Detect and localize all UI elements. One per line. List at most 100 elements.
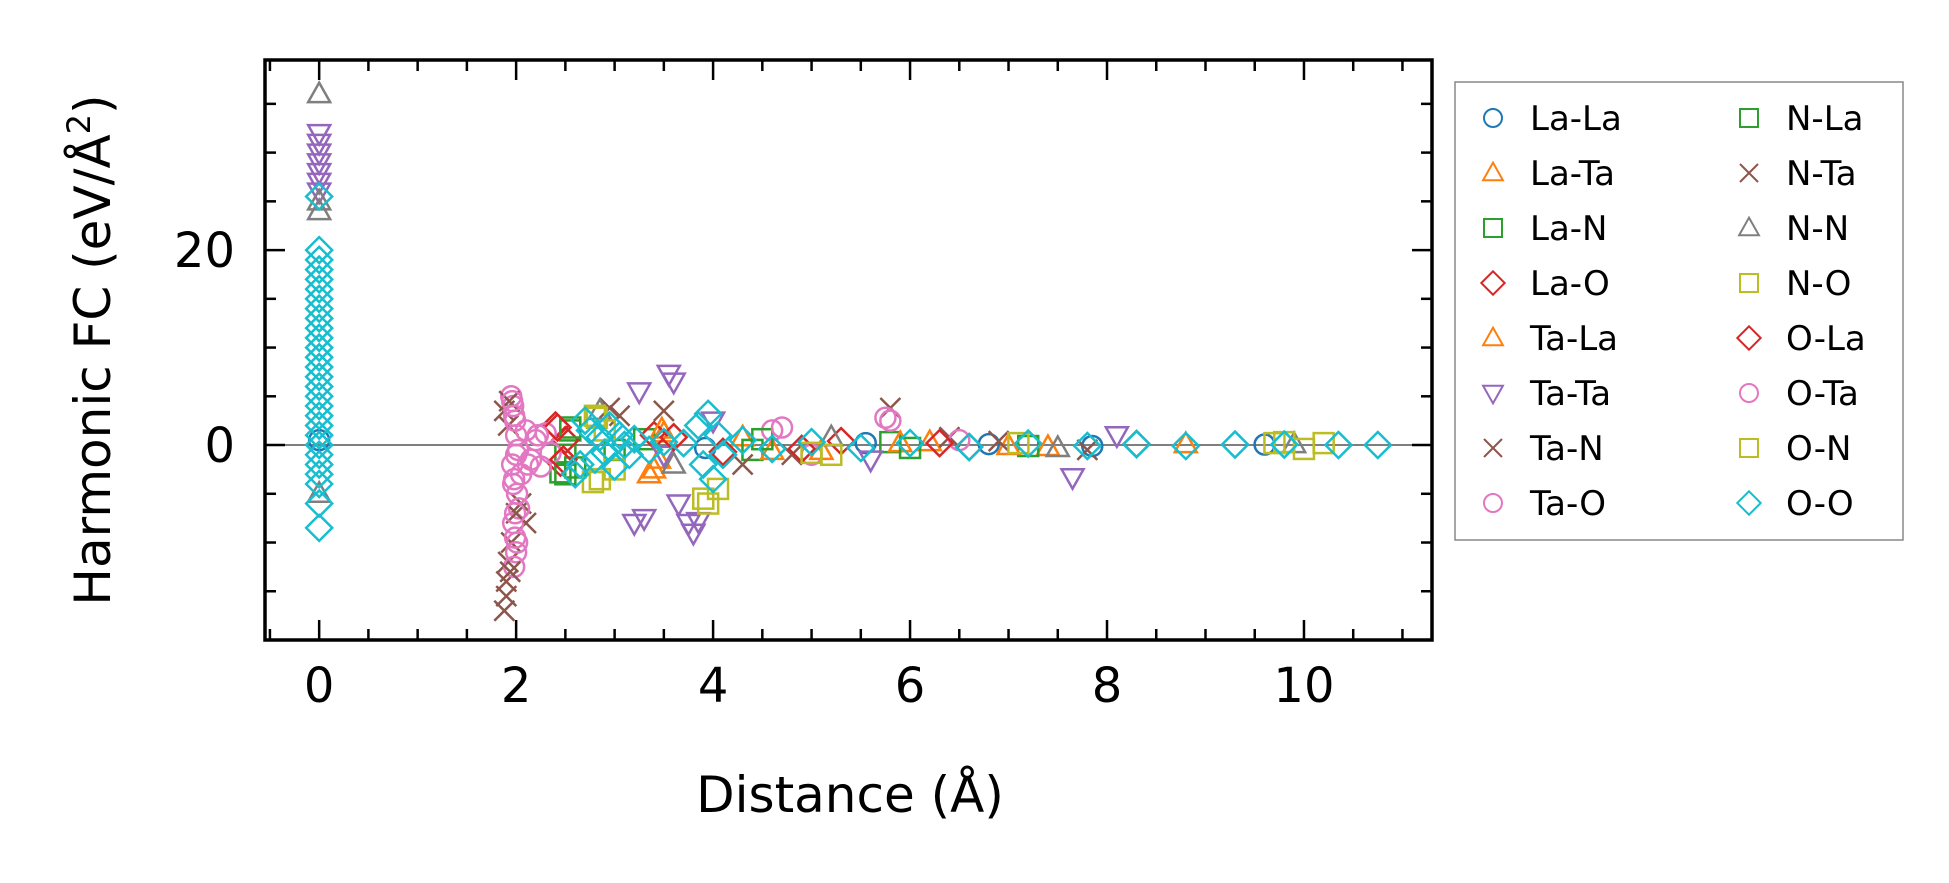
data-point bbox=[304, 293, 334, 324]
data-point bbox=[652, 400, 675, 422]
legend-marker bbox=[1481, 384, 1505, 406]
legend-label: N-Ta bbox=[1786, 154, 1857, 194]
data-point bbox=[304, 449, 334, 480]
x-tick-label: 6 bbox=[895, 658, 926, 714]
legend: La-La La-Ta La-N La-O Ta-La Ta-Ta Ta-N Ta-O N-La… bbox=[1454, 81, 1904, 541]
legend-item: N-N bbox=[1737, 209, 1849, 249]
axis-ticks bbox=[265, 60, 1432, 642]
data-point bbox=[304, 513, 334, 543]
legend-item: O-O bbox=[1735, 484, 1854, 524]
legend-label: N-O bbox=[1786, 264, 1851, 304]
data-point bbox=[304, 235, 334, 265]
data-point bbox=[668, 428, 699, 458]
legend-marker bbox=[1483, 438, 1503, 458]
data-point bbox=[1076, 439, 1099, 461]
series-n-n bbox=[306, 80, 1308, 504]
data-point bbox=[498, 390, 521, 413]
data-point bbox=[1044, 433, 1071, 458]
data-point bbox=[570, 405, 600, 436]
y-tick-label: 20 bbox=[174, 223, 235, 279]
legend-marker bbox=[1739, 273, 1759, 293]
legend-label: O-Ta bbox=[1786, 374, 1859, 414]
data-point bbox=[560, 459, 590, 490]
data-point bbox=[895, 428, 925, 458]
data-point bbox=[693, 399, 723, 429]
data-point bbox=[649, 427, 679, 457]
legend-marker bbox=[1483, 218, 1503, 238]
tick-labels: 0 2 4 6 8 10 0 20 bbox=[174, 223, 1335, 714]
data-point bbox=[507, 497, 531, 520]
legend-item: O-Ta bbox=[1739, 374, 1859, 414]
data-point bbox=[304, 313, 334, 343]
data-point bbox=[502, 404, 526, 428]
legend-item: Ta-O bbox=[1483, 484, 1606, 524]
data-point bbox=[304, 342, 334, 373]
data-point bbox=[698, 464, 728, 494]
data-point bbox=[304, 469, 334, 499]
legend-item: N-La bbox=[1739, 99, 1863, 139]
data-point bbox=[503, 502, 527, 525]
data-point bbox=[1059, 467, 1086, 492]
legend-marker bbox=[1739, 108, 1759, 128]
data-point bbox=[650, 445, 677, 469]
data-point bbox=[1007, 431, 1030, 455]
y-axis-label-close: ) bbox=[64, 94, 122, 114]
legend-marker bbox=[1737, 215, 1761, 237]
legend-label: O-La bbox=[1786, 319, 1866, 359]
data-point bbox=[660, 450, 687, 474]
x-tick-label: 0 bbox=[304, 658, 335, 714]
data-point bbox=[874, 406, 897, 429]
y-tick-label: 0 bbox=[204, 418, 235, 474]
data-point bbox=[987, 430, 1010, 453]
data-point bbox=[691, 487, 715, 510]
legend-marker bbox=[1483, 493, 1503, 513]
data-point bbox=[916, 428, 943, 452]
data-point bbox=[609, 430, 640, 460]
data-point bbox=[1363, 430, 1393, 460]
data-point bbox=[500, 389, 524, 413]
series-n-o bbox=[583, 404, 1335, 515]
legend-label: N-La bbox=[1786, 99, 1863, 139]
data-point bbox=[619, 424, 650, 454]
data-point bbox=[304, 459, 334, 490]
data-point bbox=[1072, 431, 1103, 461]
data-point bbox=[1103, 426, 1131, 450]
data-point bbox=[304, 303, 334, 334]
data-point bbox=[304, 420, 334, 451]
x-tick-label: 4 bbox=[698, 658, 729, 714]
data-point bbox=[304, 401, 334, 431]
data-point bbox=[304, 274, 334, 304]
series-ta-ta bbox=[306, 123, 1131, 547]
data-point bbox=[683, 410, 714, 441]
data-point bbox=[751, 427, 774, 451]
data-point bbox=[580, 444, 610, 475]
data-point bbox=[550, 425, 581, 455]
legend-marker bbox=[1483, 108, 1503, 128]
data-point bbox=[304, 371, 334, 402]
data-point bbox=[304, 264, 334, 295]
legend-marker bbox=[1735, 324, 1763, 352]
data-point bbox=[1263, 431, 1286, 455]
data-point bbox=[304, 332, 334, 363]
data-point bbox=[1171, 431, 1201, 461]
data-point bbox=[504, 541, 528, 564]
legend-marker bbox=[1481, 160, 1505, 182]
data-point bbox=[665, 494, 692, 518]
data-point bbox=[1269, 429, 1300, 460]
data-point bbox=[304, 381, 334, 412]
data-point bbox=[621, 513, 648, 538]
data-point bbox=[598, 397, 621, 419]
legend-label: Ta-N bbox=[1529, 429, 1604, 469]
data-point bbox=[304, 410, 334, 441]
legend-item: N-Ta bbox=[1739, 154, 1857, 194]
legend-label: O-N bbox=[1786, 429, 1851, 469]
data-point bbox=[304, 245, 334, 275]
data-point bbox=[608, 404, 631, 427]
data-point bbox=[304, 391, 334, 421]
data-point bbox=[898, 436, 922, 460]
data-point bbox=[857, 450, 884, 474]
data-point bbox=[1121, 429, 1152, 459]
legend-label: La-O bbox=[1530, 264, 1610, 304]
y-axis-label: Harmonic FC (eV/Å2) bbox=[60, 94, 122, 605]
legend-item: Ta-N bbox=[1483, 429, 1604, 469]
